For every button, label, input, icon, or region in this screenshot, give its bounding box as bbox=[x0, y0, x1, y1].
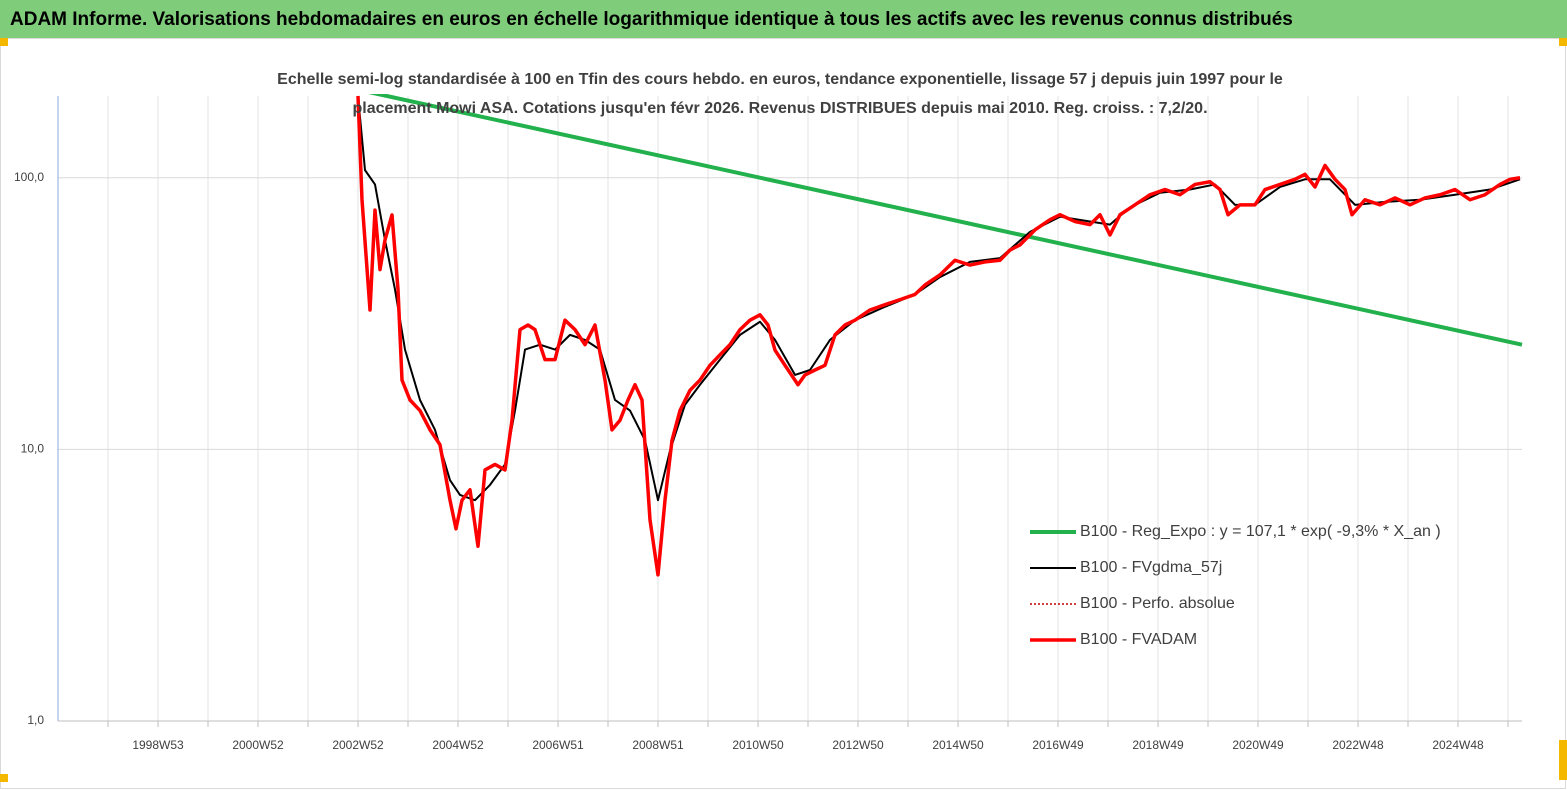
x-tick-label: 2002W52 bbox=[332, 738, 384, 752]
corner-handle bbox=[1559, 740, 1567, 780]
legend-label: B100 - Perfo. absolue bbox=[1080, 595, 1235, 612]
x-tick-label: 2020W49 bbox=[1232, 738, 1284, 752]
series-line bbox=[356, 95, 1521, 577]
chart-title: ADAM Informe. Valorisations hebdomadaire… bbox=[10, 9, 1293, 30]
x-tick-label: 2024W48 bbox=[1432, 738, 1484, 752]
corner-handle bbox=[0, 38, 8, 46]
x-tick-label: 2022W48 bbox=[1332, 738, 1384, 752]
x-tick-label: 2014W50 bbox=[932, 738, 984, 752]
series-line bbox=[368, 94, 1523, 347]
legend-label: B100 - FVgdma_57j bbox=[1080, 559, 1222, 576]
y-tick-label: 1,0 bbox=[27, 713, 44, 727]
series-line bbox=[357, 95, 1521, 576]
x-tick-label: 2010W50 bbox=[732, 738, 784, 752]
x-tick-label: 2006W51 bbox=[532, 738, 584, 752]
x-tick-label: 2018W49 bbox=[1132, 738, 1184, 752]
plot-area: 1998W53 2000W52 2002W52 2004W52 2006W51 2008W… bbox=[14, 94, 1523, 752]
legend-label: B100 - FVADAM bbox=[1080, 631, 1197, 648]
header-bar bbox=[0, 0, 1567, 38]
x-tick-label: 2000W52 bbox=[232, 738, 284, 752]
x-tick-label: 2004W52 bbox=[432, 738, 484, 752]
x-tick-label: 2012W50 bbox=[832, 738, 884, 752]
chart-subtitle: Echelle semi-log standardisée à 100 en T… bbox=[277, 71, 1283, 88]
y-tick-label: 100,0 bbox=[14, 170, 44, 184]
legend-label: B100 - Reg_Expo : y = 107,1 * exp( -9,3%… bbox=[1080, 523, 1441, 540]
series-line bbox=[357, 95, 1521, 502]
corner-handle bbox=[1559, 38, 1567, 46]
x-tick-label: 2008W51 bbox=[632, 738, 684, 752]
y-tick-label: 10,0 bbox=[21, 442, 45, 456]
x-tick-label: 2016W49 bbox=[1032, 738, 1084, 752]
chart-subtitle: placement Mowi ASA. Cotations jusqu'en f… bbox=[352, 100, 1207, 117]
corner-handle bbox=[0, 774, 8, 782]
x-tick-label: 1998W53 bbox=[132, 738, 184, 752]
chart-frame bbox=[0, 38, 1566, 789]
